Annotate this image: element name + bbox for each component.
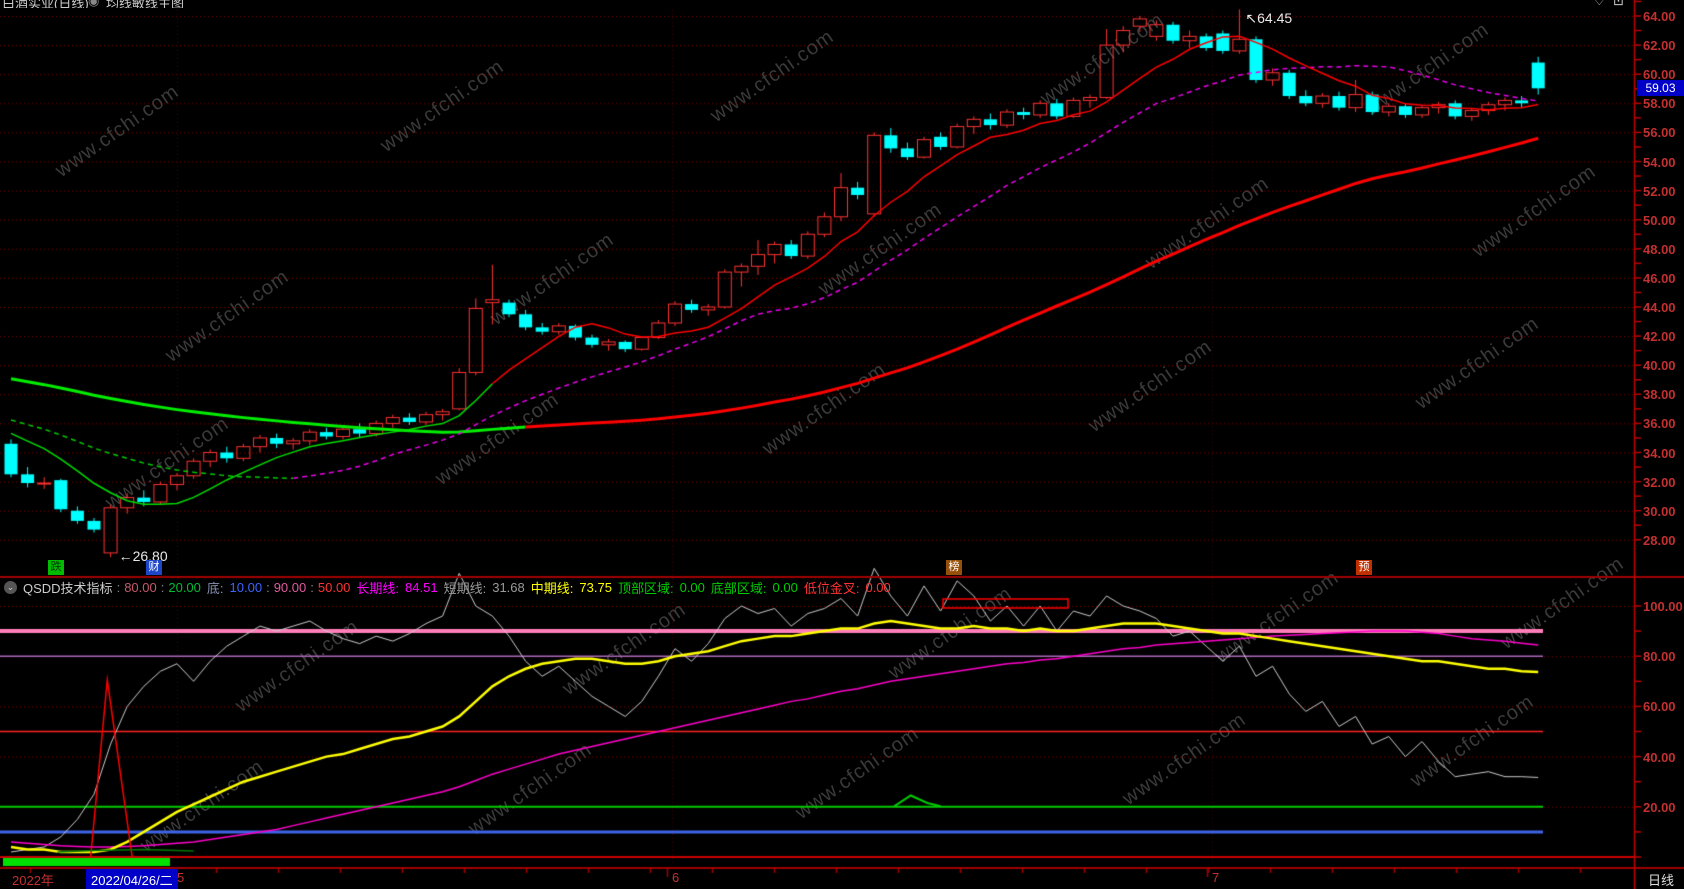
event-badge-预[interactable]: 预 [1356, 560, 1372, 575]
indicator-header-token: 31.68 [492, 580, 525, 595]
price-axis-label: 44.00 [1643, 300, 1676, 315]
price-axis-label: 62.00 [1643, 38, 1676, 54]
price-axis-label: 54.00 [1643, 154, 1676, 170]
indicator-axis-label: 40.00 [1643, 749, 1676, 765]
indicator-header-token: QSDD技术指标 [23, 581, 113, 596]
title-bar: 白酒实业(日线) ◉ 均线敏线主图 ♡⊡ [0, 0, 1684, 8]
maximize-icon[interactable]: ⊡ [1613, 0, 1632, 8]
indicator-axis-label: 80.00 [1643, 649, 1676, 665]
price-axis-label: 38.00 [1643, 387, 1676, 403]
period-selector[interactable]: 日线 [1648, 873, 1675, 888]
price-axis-label: 36.00 [1643, 416, 1676, 432]
month-label-7: 7 [1212, 870, 1220, 885]
price-axis-label: 50.00 [1643, 212, 1676, 228]
indicator-header-token: : [310, 580, 314, 595]
price-axis-label: 28.00 [1643, 532, 1676, 548]
indicator-header-token: 90.00 [273, 580, 307, 595]
current-date-badge: 2022/04/26/二 [86, 869, 178, 889]
price-axis-label: 60.00 [1643, 67, 1676, 83]
indicator-header-token: 50.00 [317, 580, 351, 595]
indicator-header-token: 顶部区域: [617, 581, 674, 596]
price-axis-label: 52.00 [1643, 183, 1676, 199]
price-axis-label: 42.00 [1643, 329, 1676, 345]
indicator-header-token: 0.00 [679, 580, 705, 595]
indicator-header-token: : [160, 580, 165, 595]
event-badge-榜[interactable]: 榜 [946, 560, 962, 575]
indicator-dot-icon[interactable]: ◉ [88, 0, 100, 8]
indicator-header-token: 80.00 [124, 580, 157, 595]
high-price-annotation: ↖64.45 [1245, 10, 1293, 27]
price-axis-label: 34.00 [1643, 445, 1676, 461]
indicator-header-token: 低位金叉: [803, 581, 860, 596]
timeline-bar: 2022年 2022/04/26/二 日线 5 6 7 [0, 869, 1684, 889]
main-indicator-name: 均线敏线主图 [106, 0, 185, 8]
price-axis-label: 40.00 [1643, 358, 1676, 374]
price-axis-label: 56.00 [1643, 125, 1676, 141]
month-label-6: 6 [672, 870, 680, 885]
indicator-axis-label: 60.00 [1643, 699, 1676, 715]
indicator-header-token: : [266, 580, 270, 595]
indicator-axis-label: 100.00 [1643, 599, 1683, 614]
price-axis-label: 58.00 [1643, 96, 1676, 112]
event-badge-跌[interactable]: 跌 [48, 560, 64, 575]
indicator-header-token: 20.00 [168, 580, 201, 595]
price-axis-label: 46.00 [1643, 270, 1676, 286]
price-axis-label: 32.00 [1643, 474, 1676, 490]
title-bar-icons[interactable]: ♡⊡ [1593, 0, 1632, 8]
indicator-header-token: 73.75 [579, 580, 612, 595]
event-badge-财[interactable]: 财 [146, 560, 162, 575]
price-axis-label: 30.00 [1643, 503, 1676, 519]
favorite-icon[interactable]: ♡ [1593, 0, 1614, 8]
indicator-header-token: 10.00 [229, 580, 263, 595]
indicator-header-token: 底: [206, 581, 224, 596]
price-axis-label: 48.00 [1643, 241, 1676, 257]
indicator-header-token: 0.00 [772, 580, 798, 595]
indicator-header-token: 短期线: [443, 581, 487, 596]
indicator-header-token: 长期线: [356, 581, 400, 596]
year-label: 2022年 [12, 873, 54, 888]
indicator-header-token: : [116, 580, 121, 595]
collapse-indicator-icon[interactable]: ⌄ [4, 581, 17, 594]
stock-title: 白酒实业(日线) [2, 0, 89, 8]
indicator-header-token: 0.00 [865, 580, 891, 595]
indicator-header-token: 中期线: [530, 581, 574, 596]
month-label-5: 5 [177, 870, 185, 885]
price-axis-label: 64.00 [1643, 9, 1676, 24]
last-price-badge: 59.03 [1637, 80, 1684, 97]
indicator-header-token: 84.51 [405, 580, 438, 595]
indicator-header-token: 底部区域: [710, 581, 767, 596]
indicator-axis-label: 20.00 [1643, 799, 1676, 815]
indicator-header: ⌄ QSDD技术指标:80.00:20.00 底: 10.00:90.00:50.0… [4, 579, 897, 596]
